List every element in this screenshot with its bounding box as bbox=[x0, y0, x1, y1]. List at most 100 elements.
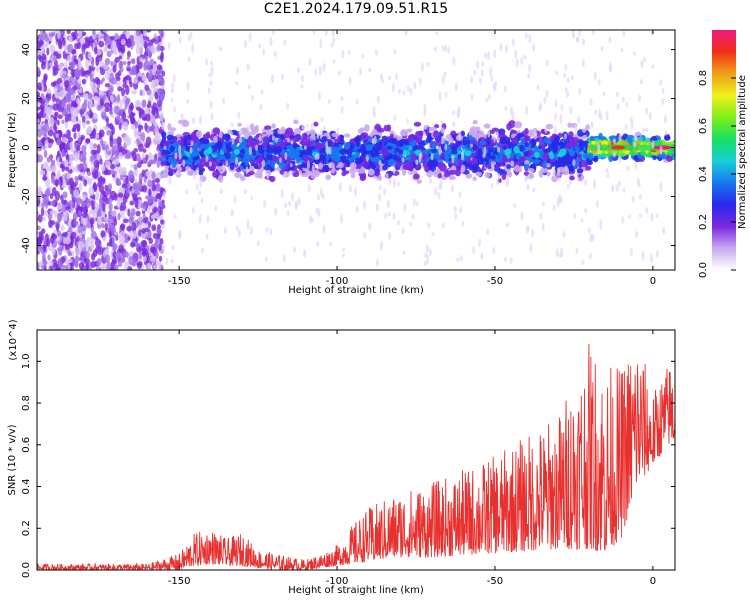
y-tick-label: 0.6 bbox=[21, 437, 32, 453]
noise-point bbox=[147, 50, 153, 59]
noise-point bbox=[89, 112, 95, 118]
noise-point bbox=[46, 88, 52, 94]
noise-point bbox=[58, 39, 63, 49]
noise-point bbox=[40, 207, 45, 217]
noise-point bbox=[37, 118, 40, 124]
noise-point bbox=[107, 183, 113, 191]
noise-point bbox=[47, 143, 52, 149]
noise-point bbox=[53, 210, 59, 218]
noise-point bbox=[118, 169, 123, 176]
noise-point bbox=[99, 136, 103, 146]
noise-point bbox=[149, 64, 154, 70]
noise-point bbox=[141, 89, 146, 97]
noise-point bbox=[70, 231, 77, 240]
noise-point bbox=[118, 244, 124, 253]
noise-point bbox=[68, 242, 74, 249]
noise-point bbox=[99, 158, 103, 165]
noise-point bbox=[156, 159, 161, 169]
noise-point bbox=[129, 200, 135, 206]
noise-point bbox=[72, 211, 78, 221]
noise-point bbox=[104, 223, 108, 231]
noise-point bbox=[82, 115, 86, 124]
page-title: C2E1.2024.179.09.51.R15 bbox=[263, 1, 449, 17]
y-tick-label: 1.0 bbox=[21, 353, 32, 369]
noise-point bbox=[152, 232, 159, 239]
noise-point bbox=[37, 140, 41, 149]
x-axis-label: Height of straight line (km) bbox=[288, 585, 424, 596]
noise-point bbox=[86, 111, 90, 116]
noise-point bbox=[118, 122, 122, 131]
noise-point bbox=[60, 199, 66, 205]
noise-point bbox=[60, 225, 65, 232]
noise-point bbox=[154, 251, 159, 260]
noise-point bbox=[118, 152, 123, 160]
noise-point bbox=[44, 209, 48, 216]
noise-point bbox=[148, 237, 154, 244]
noise-point bbox=[84, 250, 90, 260]
y-tick-label: 0.4 bbox=[21, 479, 32, 495]
noise-point bbox=[101, 77, 105, 82]
noise-point bbox=[81, 145, 87, 152]
noise-point bbox=[159, 53, 164, 63]
noise-point bbox=[89, 217, 95, 225]
noise-point bbox=[57, 114, 63, 120]
noise-point bbox=[154, 177, 160, 183]
noise-point bbox=[115, 181, 122, 186]
noise-point bbox=[100, 177, 106, 185]
noise-point bbox=[37, 66, 40, 73]
snr-series-line bbox=[37, 343, 675, 570]
noise-point bbox=[107, 39, 114, 45]
noise-point bbox=[110, 60, 114, 67]
noise-point bbox=[152, 264, 158, 270]
noise-point bbox=[67, 54, 72, 64]
noise-point bbox=[106, 50, 112, 58]
noise-point bbox=[131, 58, 136, 65]
noise-point bbox=[126, 55, 130, 61]
noise-point bbox=[112, 138, 118, 145]
noise-point bbox=[44, 97, 50, 104]
noise-point bbox=[133, 167, 139, 178]
noise-point bbox=[81, 51, 86, 56]
noise-point bbox=[150, 45, 156, 55]
noise-point bbox=[45, 238, 51, 247]
noise-point bbox=[142, 148, 147, 153]
noise-point bbox=[96, 66, 100, 73]
noise-point bbox=[125, 139, 131, 147]
noise-point bbox=[95, 190, 100, 201]
noise-point bbox=[123, 264, 128, 270]
noise-point bbox=[45, 187, 51, 198]
noise-point bbox=[138, 143, 144, 153]
noise-point bbox=[127, 60, 131, 66]
noise-point bbox=[86, 198, 91, 203]
noise-point bbox=[73, 132, 77, 140]
noise-point bbox=[123, 251, 129, 258]
noise-point bbox=[104, 83, 111, 88]
noise-point bbox=[78, 174, 83, 181]
noise-point bbox=[141, 109, 145, 115]
noise-point bbox=[74, 247, 81, 256]
noise-point bbox=[130, 163, 135, 168]
noise-point bbox=[75, 254, 79, 264]
noise-point bbox=[125, 175, 129, 185]
noise-point bbox=[90, 60, 95, 67]
noise-point bbox=[95, 266, 102, 270]
noise-point bbox=[96, 152, 101, 162]
y-tick-label: 0.0 bbox=[21, 562, 32, 578]
noise-point bbox=[48, 108, 53, 118]
noise-point bbox=[75, 37, 80, 42]
noise-point bbox=[57, 169, 61, 178]
noise-point bbox=[56, 82, 61, 90]
noise-point bbox=[157, 224, 162, 230]
noise-point bbox=[138, 173, 143, 182]
noise-point bbox=[112, 64, 117, 73]
noise-point bbox=[90, 230, 97, 239]
noise-point bbox=[154, 240, 159, 249]
noise-point bbox=[78, 182, 83, 192]
noise-point bbox=[130, 66, 135, 76]
noise-point bbox=[109, 87, 113, 97]
noise-point bbox=[59, 176, 63, 187]
noise-point bbox=[120, 223, 126, 231]
noise-point bbox=[156, 44, 162, 52]
noise-point bbox=[89, 209, 94, 215]
